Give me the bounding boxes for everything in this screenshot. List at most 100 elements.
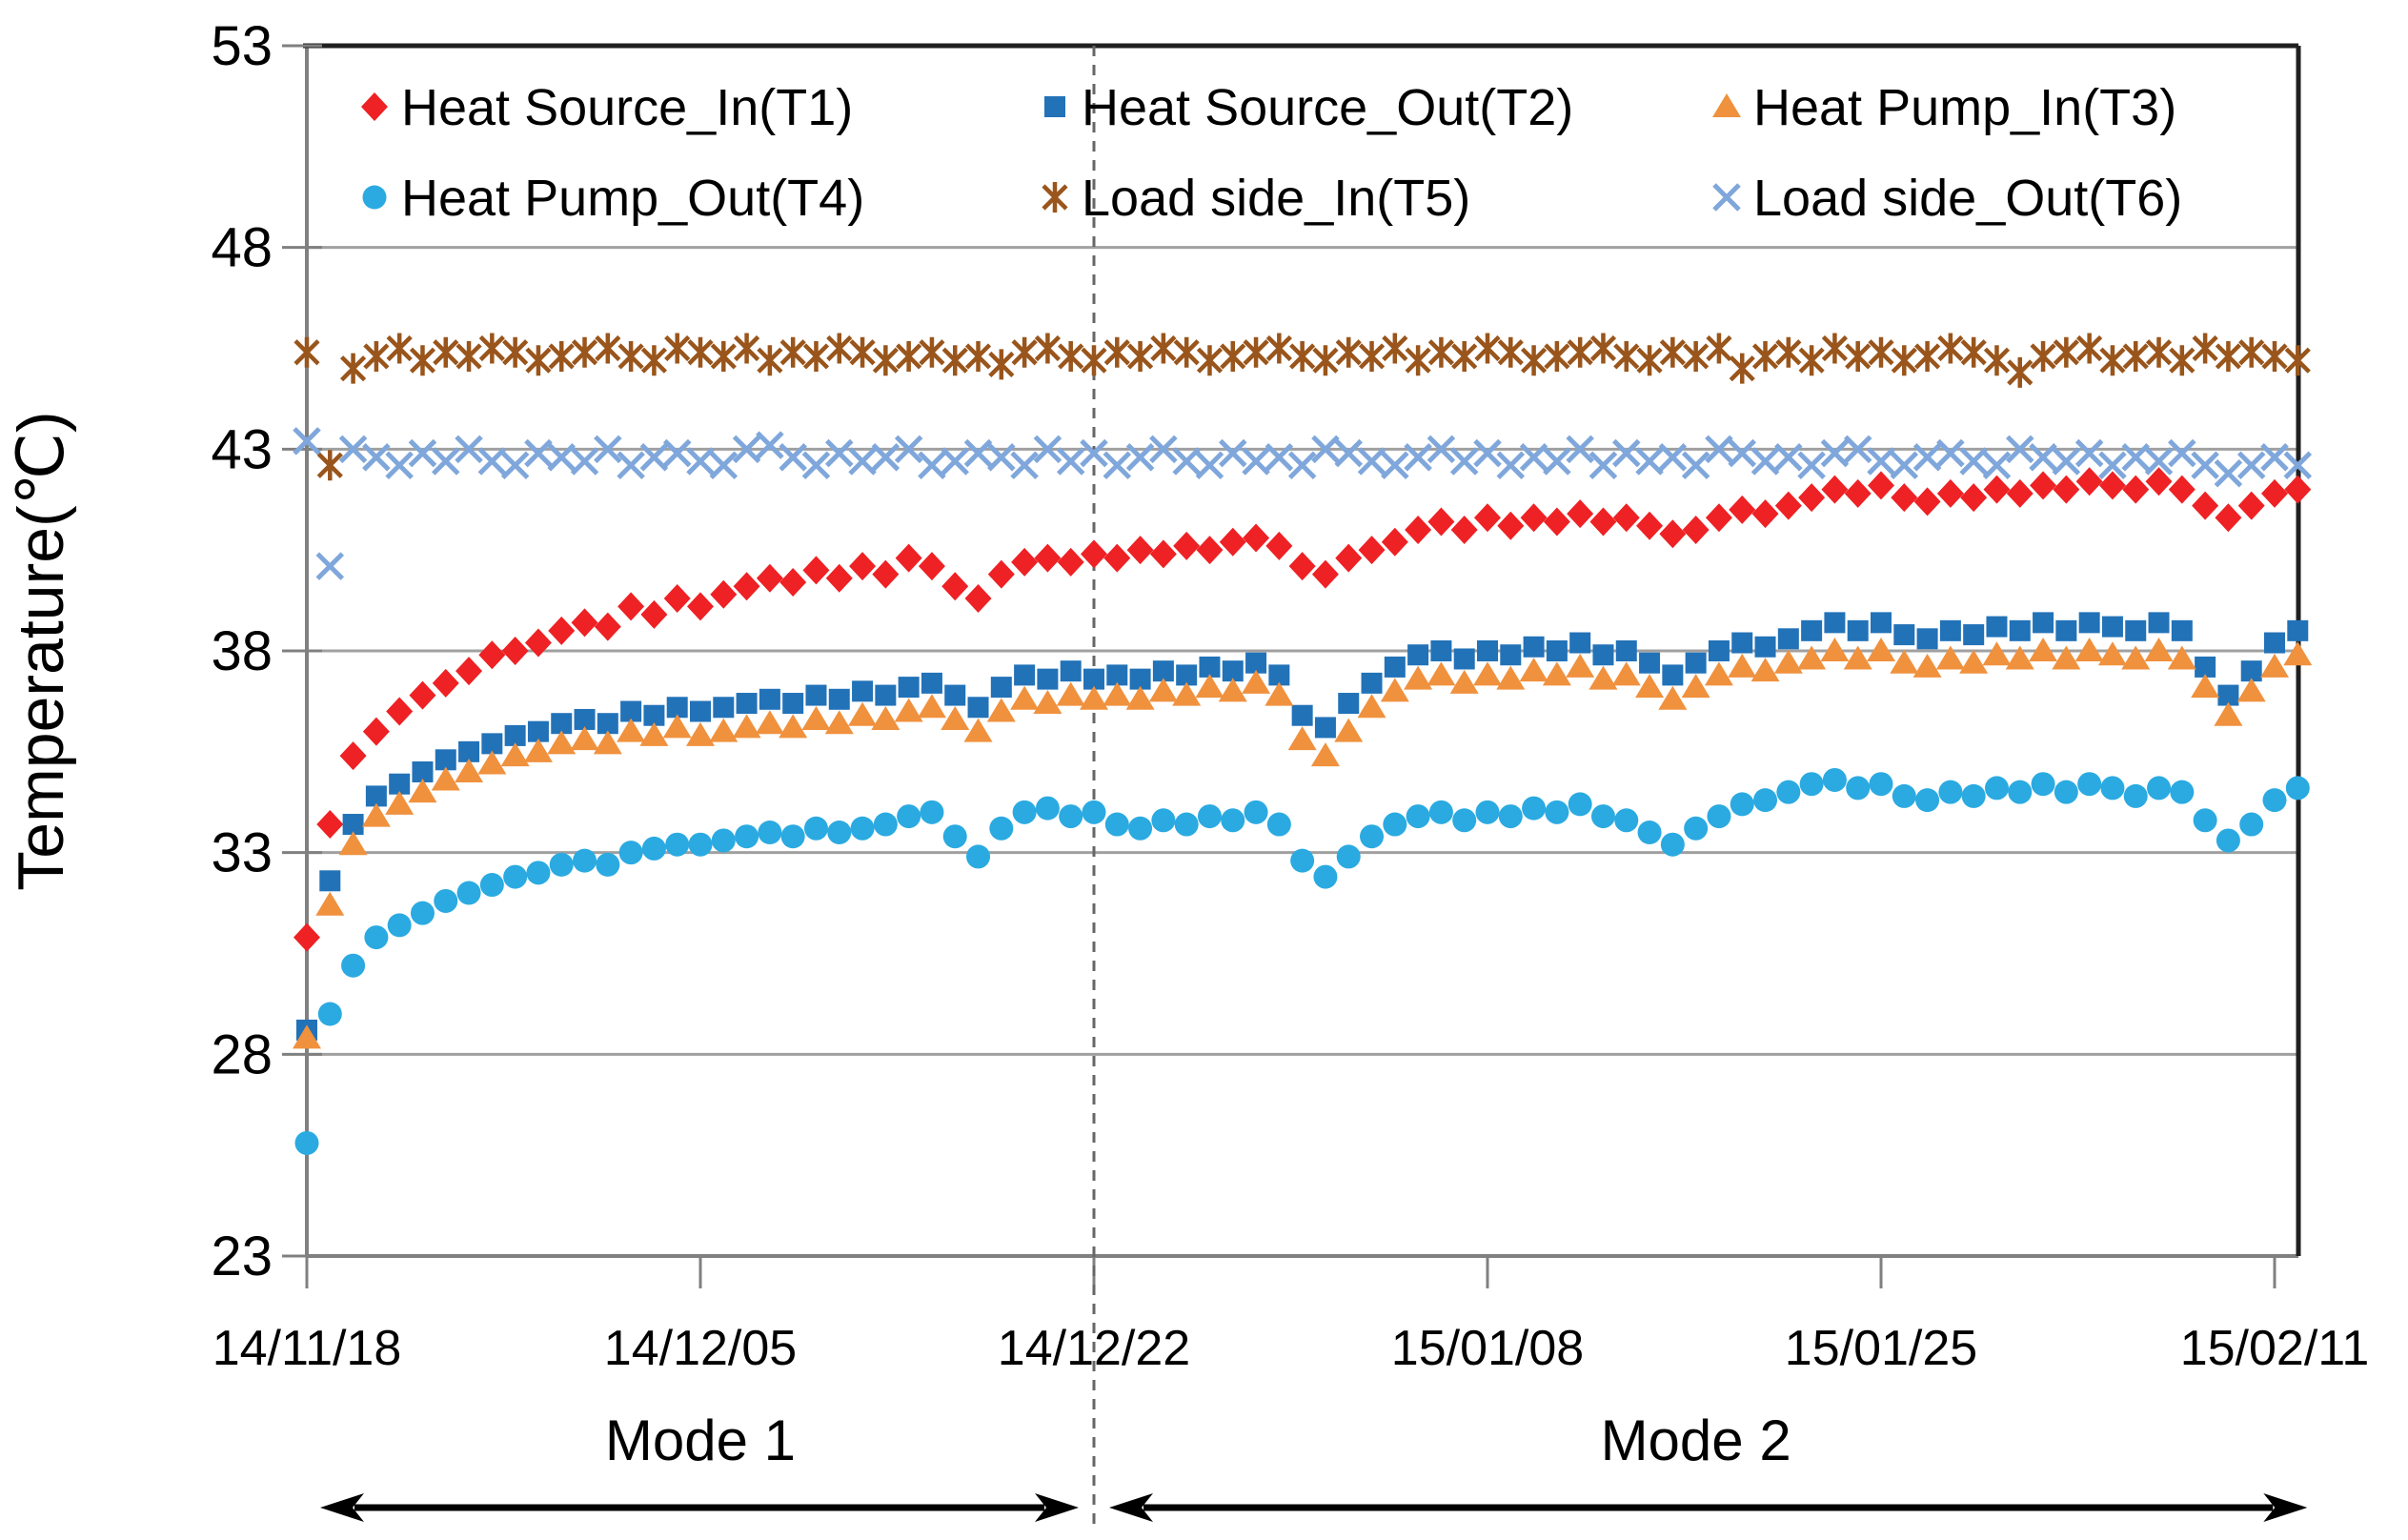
data-point — [963, 718, 993, 742]
data-point — [1218, 438, 1247, 468]
data-point — [1012, 800, 1037, 824]
data-point — [1449, 669, 1479, 694]
data-point — [1728, 438, 1757, 468]
data-point — [780, 824, 805, 849]
data-point — [756, 431, 784, 459]
data-point — [571, 608, 598, 638]
data-point — [990, 677, 1012, 699]
data-point — [2191, 674, 2220, 699]
data-point — [1014, 664, 1036, 686]
data-point — [1913, 487, 1941, 517]
legend-label-5: Load side_In(T5) — [1082, 170, 1470, 227]
data-point — [1712, 183, 1741, 212]
data-point — [1961, 783, 1986, 808]
data-point — [1034, 333, 1062, 364]
data-point — [1729, 495, 1756, 524]
data-point — [871, 705, 900, 730]
data-point — [2214, 701, 2243, 726]
data-point — [593, 730, 622, 755]
data-point — [1912, 653, 1942, 678]
data-point — [1867, 447, 1895, 476]
data-point — [1265, 333, 1292, 364]
data-point — [711, 828, 736, 853]
x-tick-label-3: 15/01/08 — [1391, 1321, 1584, 1376]
data-point — [2284, 475, 2312, 504]
data-point — [1982, 451, 2012, 480]
x-tick-label-4: 15/01/25 — [1785, 1321, 1977, 1376]
data-point — [362, 185, 387, 210]
data-point — [316, 810, 344, 840]
data-point — [361, 92, 388, 121]
series-load-side-out-t6- — [293, 427, 2313, 580]
data-point — [1335, 336, 1362, 368]
data-point — [1846, 776, 1871, 800]
data-point — [2009, 619, 2031, 641]
data-point — [2006, 478, 2034, 508]
data-point — [1104, 812, 1129, 837]
data-point — [1477, 640, 1498, 661]
data-point — [941, 447, 970, 476]
data-point — [894, 698, 923, 722]
data-point — [412, 761, 434, 782]
data-point — [919, 336, 945, 368]
data-point — [688, 832, 713, 857]
legend-label-2: Heat Source_Out(T2) — [1082, 79, 1573, 136]
data-point — [2029, 638, 2058, 661]
data-point — [663, 583, 691, 613]
data-point — [1773, 649, 1803, 674]
data-point — [1939, 619, 1961, 641]
data-point — [549, 852, 574, 877]
data-point — [1567, 336, 1593, 368]
data-point — [640, 345, 668, 376]
data-point — [1635, 447, 1664, 476]
data-point — [1588, 665, 1618, 690]
data-point — [479, 873, 504, 898]
data-point — [849, 552, 877, 581]
data-point — [1126, 340, 1154, 372]
data-point — [2121, 443, 2151, 472]
data-point — [1473, 438, 1502, 468]
data-point — [2284, 345, 2311, 376]
data-point — [1044, 96, 1065, 117]
data-point — [338, 831, 368, 856]
data-point — [1936, 478, 1964, 508]
data-point — [1545, 800, 1569, 824]
data-point — [942, 824, 967, 849]
data-point — [503, 864, 528, 889]
data-point — [339, 741, 367, 771]
data-point — [1798, 483, 1826, 513]
data-point — [1243, 523, 1270, 553]
data-point — [1566, 435, 1594, 464]
data-point — [1983, 475, 2011, 504]
data-point — [1221, 808, 1245, 833]
data-point — [897, 804, 921, 829]
data-point — [1474, 503, 1501, 533]
data-point — [617, 451, 645, 480]
data-point — [1712, 93, 1741, 117]
data-point — [477, 750, 507, 775]
data-point — [435, 749, 456, 771]
data-point — [1799, 772, 1824, 797]
data-point — [1242, 447, 1270, 476]
data-point — [1060, 660, 1082, 682]
data-point — [1658, 685, 1688, 710]
data-point — [293, 427, 321, 456]
data-point — [2077, 772, 2102, 797]
data-point — [2287, 619, 2309, 641]
data-point — [617, 718, 646, 742]
data-point — [896, 340, 922, 372]
data-point — [387, 913, 412, 938]
data-point — [1475, 800, 1500, 824]
series-heat-source-out-t2- — [296, 612, 2309, 1041]
data-point — [2005, 645, 2034, 670]
data-point — [732, 714, 761, 739]
data-point — [665, 832, 690, 857]
data-point — [779, 443, 807, 472]
data-point — [1427, 336, 1455, 368]
data-point — [1614, 808, 1639, 833]
data-point — [779, 714, 808, 739]
data-point — [641, 836, 666, 861]
data-point — [1427, 507, 1455, 537]
data-point — [687, 592, 714, 621]
data-point — [2168, 475, 2196, 504]
